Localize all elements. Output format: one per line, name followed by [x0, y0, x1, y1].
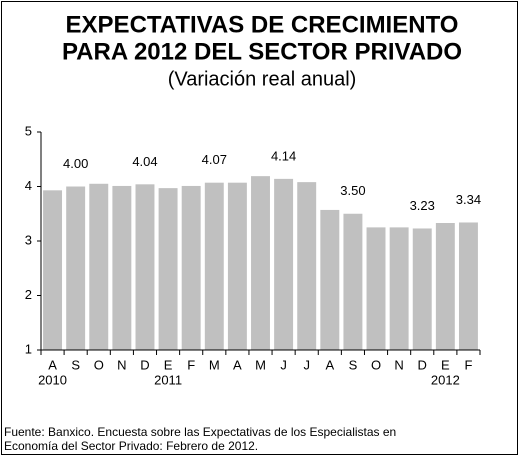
- x-tick-label: A: [48, 357, 57, 372]
- chart-title: EXPECTATIVAS DE CRECIMIENTO: [66, 11, 459, 38]
- value-label: 4.14: [271, 148, 296, 163]
- value-label: 3.34: [456, 192, 481, 207]
- x-tick-label: M: [209, 357, 220, 372]
- bar: [274, 178, 294, 350]
- chart-subtitle: (Variación real anual): [168, 68, 357, 90]
- bar: [251, 176, 270, 350]
- x-tick-label: O: [371, 357, 381, 372]
- bar: [158, 188, 178, 350]
- x-tick-label: D: [418, 357, 427, 372]
- x-tick-label: J: [280, 357, 287, 372]
- x-tick-label: A: [325, 357, 334, 372]
- y-tick-label: 1: [25, 341, 32, 356]
- x-tick-label: N: [117, 357, 126, 372]
- bar: [135, 184, 155, 350]
- x-tick-label: A: [233, 357, 242, 372]
- year-label: 2011: [154, 372, 182, 387]
- year-label: 2012: [431, 372, 460, 387]
- bar: [227, 182, 247, 350]
- bar: [204, 182, 224, 350]
- bar: [458, 222, 478, 350]
- bar: [181, 185, 201, 350]
- x-tick-label: F: [187, 357, 195, 372]
- y-tick-label: 3: [25, 232, 32, 247]
- x-tick-label: S: [349, 357, 358, 372]
- bar: [366, 227, 386, 350]
- value-label: 4.00: [63, 156, 88, 171]
- bar: [43, 190, 63, 350]
- bar: [89, 183, 109, 350]
- value-label: 4.04: [132, 154, 157, 169]
- x-tick-label: E: [164, 357, 173, 372]
- x-tick-label: F: [464, 357, 472, 372]
- x-tick-label: O: [94, 357, 104, 372]
- x-tick-label: D: [140, 357, 149, 372]
- x-tick-label: S: [71, 357, 80, 372]
- chart-title: PARA 2012 DEL SECTOR PRIVADO: [62, 38, 462, 65]
- bar: [112, 185, 132, 350]
- y-tick-label: 4: [25, 178, 32, 193]
- year-label: 2010: [38, 372, 67, 387]
- bar: [66, 186, 86, 350]
- value-label: 3.50: [340, 183, 365, 198]
- y-tick-label: 2: [25, 287, 32, 302]
- x-tick-label: J: [303, 357, 310, 372]
- bar: [320, 209, 340, 350]
- source: Economía del Sector Privado: Febrero de …: [4, 439, 258, 453]
- bar: [412, 228, 432, 350]
- value-label: 3.23: [410, 198, 435, 213]
- bar: [343, 213, 363, 350]
- x-tick-label: N: [394, 357, 403, 372]
- x-tick-label: E: [441, 357, 450, 372]
- bar: [389, 227, 409, 350]
- y-tick-label: 5: [25, 123, 32, 138]
- bar: [297, 182, 317, 350]
- x-tick-label: M: [255, 357, 266, 372]
- value-label: 4.07: [202, 152, 227, 167]
- source: Fuente: Banxico. Encuesta sobre las Expe…: [4, 425, 396, 439]
- bar: [435, 223, 455, 350]
